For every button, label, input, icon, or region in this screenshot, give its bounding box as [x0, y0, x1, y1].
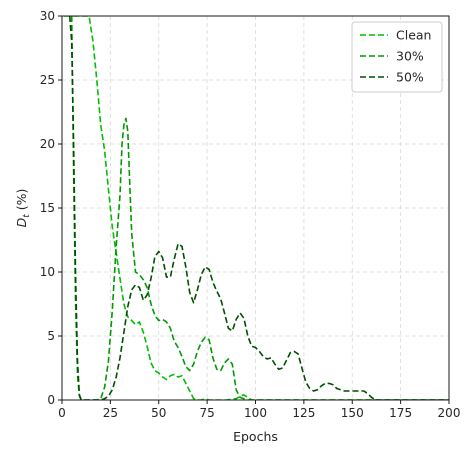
legend-label: 50%	[396, 70, 424, 85]
y-tick-label: 15	[40, 201, 55, 215]
series-line-2	[68, 16, 449, 400]
x-tick-label: 150	[341, 406, 364, 420]
x-tick-label: 200	[438, 406, 461, 420]
y-tick-label: 10	[40, 265, 55, 279]
series-line-0	[63, 16, 449, 400]
legend-box	[351, 21, 443, 93]
x-tick-label: 25	[103, 406, 118, 420]
legend: Clean 30% 50%	[351, 21, 443, 93]
legend-label: 30%	[396, 49, 424, 64]
x-axis-label: Epochs	[233, 429, 278, 444]
y-tick-label: 25	[40, 73, 55, 87]
y-axis-label: Dt (%)	[14, 189, 32, 228]
y-tick-label: 0	[47, 393, 55, 407]
y-tick-label: 30	[40, 9, 55, 23]
x-tick-label: 100	[244, 406, 267, 420]
x-tick-label: 0	[58, 406, 66, 420]
y-tick-label: 5	[47, 329, 55, 343]
y-axis-ticks: 0 5 10 15 20 25 30	[40, 9, 62, 407]
x-axis-ticks: 0 25 50 75 100 125 150 175 200	[58, 400, 460, 420]
legend-label: Clean	[396, 28, 431, 43]
series-line-1	[70, 16, 449, 400]
x-tick-label: 125	[292, 406, 315, 420]
x-tick-label: 50	[151, 406, 166, 420]
x-tick-label: 175	[389, 406, 412, 420]
y-tick-label: 20	[40, 137, 55, 151]
plot-area	[63, 16, 449, 400]
x-tick-label: 75	[199, 406, 214, 420]
